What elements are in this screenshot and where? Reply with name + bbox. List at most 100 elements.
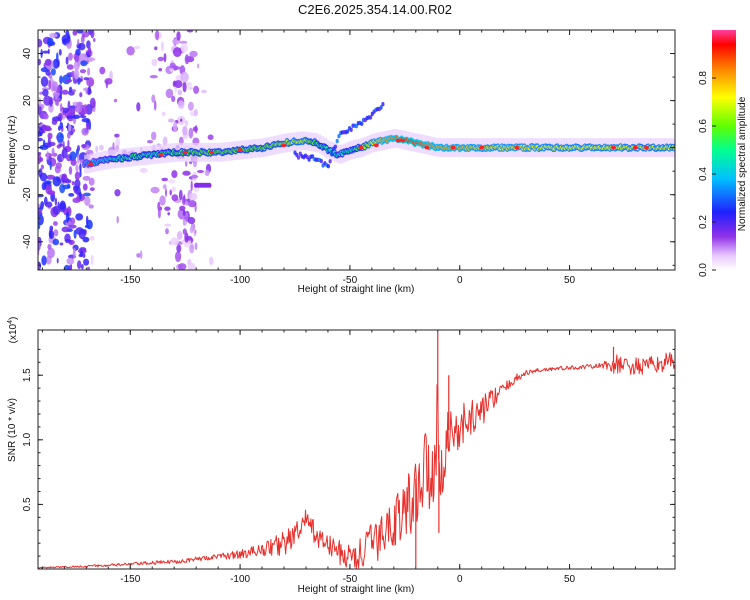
noise-blob: [178, 189, 183, 201]
noise-blob: [88, 46, 92, 56]
spectrogram-x-ticks: -150 -100 -50 0 50: [41, 30, 658, 286]
noise-blob: [194, 229, 197, 234]
colorbar-tick-label: 0.4: [698, 167, 709, 181]
noise-blob: [184, 54, 190, 65]
colorbar: 0.0 0.2 0.4 0.6 0.8 Normalized spectral ampl…: [698, 30, 748, 277]
noise-blob: [77, 78, 83, 82]
track-peak-mark: [209, 150, 214, 155]
noise-blob: [167, 212, 170, 216]
noise-blob: [171, 170, 178, 179]
branch-mark: [296, 155, 301, 160]
noise-blob: [81, 144, 87, 148]
noise-blob: [61, 34, 71, 44]
snr-x-ticks: -150 -100 -50 0 50: [41, 330, 658, 585]
noise-blob: [99, 144, 104, 151]
noise-blob: [182, 81, 187, 93]
noise-blob: [49, 160, 52, 171]
noise-blob: [176, 244, 182, 253]
noise-blob: [182, 125, 188, 136]
noise-blob: [41, 255, 47, 266]
noise-blob: [68, 224, 77, 229]
noise-blob: [90, 30, 95, 39]
noise-blob: [88, 204, 94, 209]
noise-blob: [112, 142, 115, 150]
x-tick-label: -50: [343, 574, 358, 585]
noise-blob: [87, 86, 91, 96]
noise-blob: [47, 137, 51, 146]
noise-blob: [193, 108, 198, 117]
noise-blob: [38, 152, 42, 156]
noise-blob: [61, 226, 70, 233]
spectrogram-x-axis-label: Height of straight line (km): [298, 284, 415, 295]
noise-blob: [47, 190, 56, 196]
noise-blob: [77, 260, 82, 270]
noise-blob: [162, 184, 167, 190]
noise-blob: [73, 69, 80, 80]
branch-mark: [319, 158, 323, 164]
y-tick-label: 0.5: [22, 497, 33, 511]
noise-blob: [38, 97, 42, 107]
branch-mark: [328, 159, 332, 164]
noise-blob: [79, 163, 82, 172]
branch-mark: [354, 124, 359, 129]
noise-blob: [146, 140, 154, 144]
noise-blob: [85, 104, 93, 115]
noise-blob: [126, 46, 135, 56]
noise-blob: [177, 100, 185, 109]
noise-blob: [158, 68, 162, 72]
track-peak-mark: [88, 162, 94, 166]
noise-blob: [182, 170, 191, 176]
noise-blob: [163, 53, 167, 63]
track-peak-mark: [281, 143, 287, 148]
noise-blob: [79, 191, 82, 200]
noise-blob: [188, 101, 194, 111]
noise-blob: [104, 78, 113, 85]
noise-blob: [86, 122, 90, 131]
noise-blob: [72, 247, 76, 259]
noise-blob: [150, 186, 160, 194]
noise-blob: [165, 228, 169, 235]
colorbar-tick-label: 0.8: [698, 71, 709, 85]
noise-blob: [183, 194, 186, 204]
noise-blob: [77, 153, 80, 165]
spectrogram-frame: [37, 29, 676, 271]
noise-blob: [70, 158, 77, 166]
noise-blob: [40, 164, 45, 170]
noise-blob: [189, 50, 198, 58]
noise-blob: [79, 250, 84, 257]
noise-blob: [82, 183, 88, 191]
branch-mark: [337, 134, 341, 139]
noise-blob: [58, 49, 62, 56]
noise-blob: [45, 70, 51, 76]
noise-blob: [67, 139, 70, 148]
x-tick-label: -50: [343, 275, 358, 286]
noise-blob: [65, 79, 73, 83]
noise-blob: [114, 133, 120, 138]
noise-blob: [164, 223, 172, 227]
spectrogram-panel: -150 -100 -50 0 50 -40 -20 0 20 40 Height of str…: [7, 29, 676, 295]
x-tick-label: 0: [457, 574, 463, 585]
noise-blob: [50, 68, 56, 76]
noise-blob: [54, 197, 58, 206]
noise-blob: [196, 170, 205, 173]
noise-blob: [43, 113, 49, 120]
noise-blob: [180, 43, 188, 53]
noise-blob: [115, 138, 121, 147]
noise-blob: [190, 180, 193, 192]
noise-blob: [79, 69, 87, 74]
spectrogram-plot-area: [38, 30, 675, 270]
noise-blob: [38, 38, 43, 48]
noise-blob: [179, 40, 188, 44]
noise-blob: [52, 238, 60, 246]
noise-blob: [71, 128, 76, 133]
noise-blob: [191, 174, 199, 179]
noise-blob: [184, 160, 188, 167]
noise-blob: [187, 200, 197, 208]
track-peak-mark: [158, 152, 164, 157]
track-peak-mark: [479, 145, 485, 150]
noise-blob: [88, 177, 95, 186]
noise-blob: [61, 147, 68, 159]
noise-blob: [39, 91, 44, 95]
noise-blob: [153, 100, 157, 111]
noise-blob: [51, 81, 59, 92]
